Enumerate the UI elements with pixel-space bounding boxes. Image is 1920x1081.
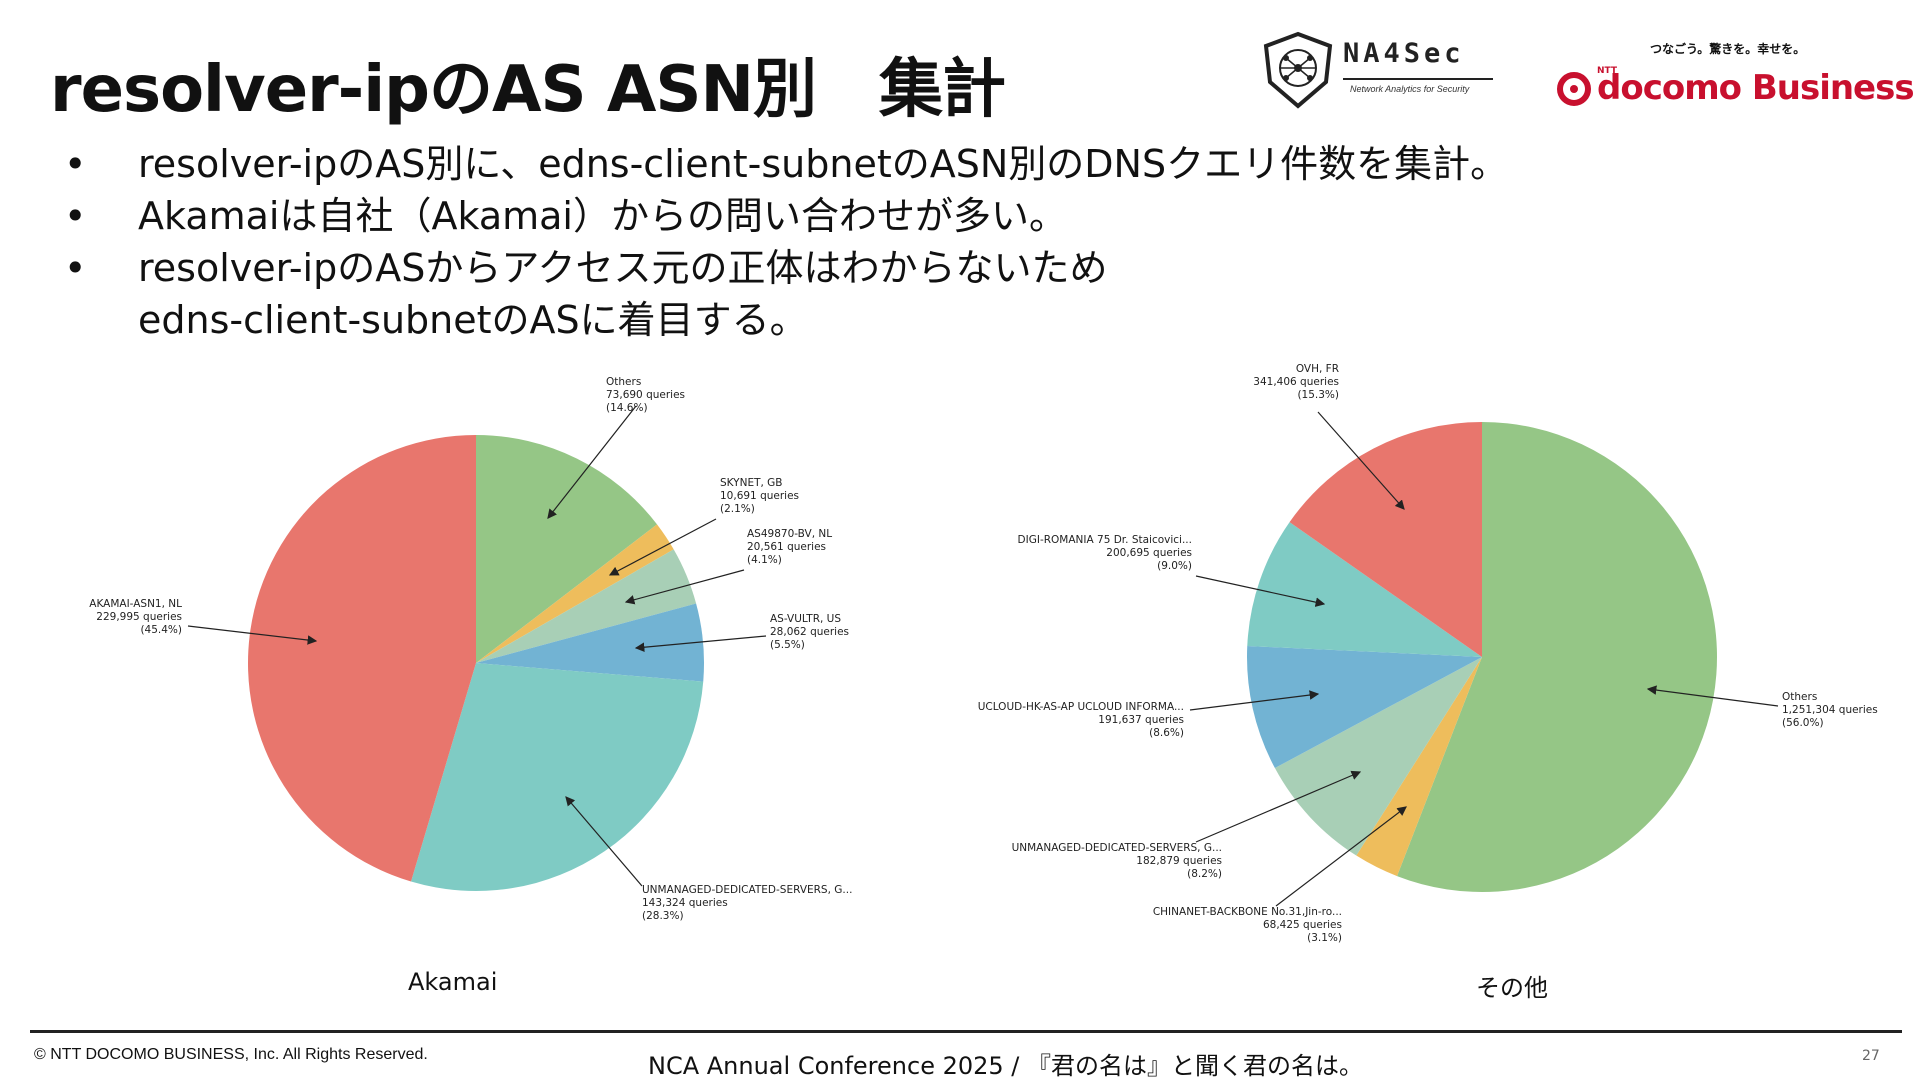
others-chart-caption: その他 (1476, 974, 1548, 1002)
akamai-label-leader-line (634, 635, 767, 653)
bullet-item: • resolver-ipのASからアクセス元の正体はわからないため edns-c… (64, 242, 1764, 346)
others-slice-label: UNMANAGED-DEDICATED-SERVERS, G... (1012, 842, 1222, 854)
others-slice-label: DIGI-ROMANIA 75 Dr. Staicovici... (1018, 534, 1192, 546)
others-slice-label: 200,695 queries (1106, 547, 1192, 559)
others-pie-slice (1289, 422, 1482, 657)
akamai-slice-label: Others (606, 376, 641, 388)
akamai-label-leader-line (187, 625, 318, 645)
bullet-text: resolver-ipのAS別に、edns-client-subnetのASN別… (138, 142, 1509, 186)
bullet-text: Akamaiは自社（Akamai）からの問い合わせが多い。 (138, 194, 1067, 238)
akamai-slice-label: 143,324 queries (642, 897, 728, 909)
bullet-text: resolver-ipのASからアクセス元の正体はわからないため edns-cl… (138, 246, 1108, 342)
akamai-slice-label: AKAMAI-ASN1, NL (89, 598, 182, 610)
akamai-slice-label: (14.6%) (606, 402, 648, 414)
akamai-slice-label: 20,561 queries (747, 541, 826, 553)
others-slice-label: (3.1%) (1307, 932, 1342, 944)
others-label-leader-line (1189, 690, 1320, 711)
others-label-leader-line (1317, 411, 1405, 510)
akamai-slice-label: UNMANAGED-DEDICATED-SERVERS, G... (642, 884, 852, 896)
docomo-business-logo: つなごう。驚きを。幸せを。 NTT docomo Business (1555, 40, 1915, 115)
page-number: 27 (1862, 1048, 1880, 1064)
akamai-slice-label: 73,690 queries (606, 389, 685, 401)
akamai-pie-slice (411, 663, 704, 891)
others-pie-slice (1247, 645, 1482, 769)
akamai-label-leader-line (565, 796, 643, 887)
akamai-slice-label: (28.3%) (642, 910, 684, 922)
akamai-label-leader-line (624, 569, 745, 605)
docomo-ring-icon (1557, 72, 1591, 106)
others-slice-label: CHINANET-BACKBONE No.31,Jin-ro... (1153, 906, 1342, 918)
others-pie-slice (1274, 657, 1482, 856)
akamai-slice-label: AS49870-BV, NL (747, 528, 832, 540)
others-pie-slice (1397, 422, 1717, 892)
akamai-pie-slice (476, 435, 658, 663)
akamai-label-leader-line (547, 405, 637, 519)
copyright-text: © NTT DOCOMO BUSINESS, Inc. All Rights R… (34, 1046, 428, 1063)
docomo-ntt-label: NTT (1597, 66, 1618, 76)
others-slice-label: 191,637 queries (1098, 714, 1184, 726)
others-label-leader-line (1275, 806, 1407, 907)
bullet-marker: • (64, 194, 87, 238)
others-slice-label: UCLOUD-HK-AS-AP UCLOUD INFORMA... (978, 701, 1184, 713)
others-slice-label: 1,251,304 queries (1782, 704, 1878, 716)
others-pie-slice (1247, 522, 1482, 657)
akamai-slice-label: SKYNET, GB (720, 477, 783, 489)
akamai-slice-label: (45.4%) (140, 624, 182, 636)
slide-title: resolver-ipのAS ASN別 集計 (50, 53, 1006, 127)
others-slice-label: OVH, FR (1296, 363, 1339, 375)
na4sec-divider (1343, 78, 1493, 80)
docomo-business-word: Business (1751, 68, 1915, 108)
docomo-name: docomo (1597, 68, 1742, 108)
others-slice-label: 182,879 queries (1136, 855, 1222, 867)
akamai-slice-label: (2.1%) (720, 503, 755, 515)
na4sec-name: NA4Sec (1343, 38, 1465, 69)
akamai-slice-label: 28,062 queries (770, 626, 849, 638)
others-slice-label: (8.2%) (1187, 868, 1222, 880)
akamai-slice-label: 229,995 queries (96, 611, 182, 623)
na4sec-logo: NA4Sec Network Analytics for Security (1258, 30, 1498, 110)
bullet-item: • Akamaiは自社（Akamai）からの問い合わせが多い。 (64, 190, 1764, 242)
akamai-pie-slice (476, 524, 674, 663)
akamai-pie-slice (476, 603, 704, 682)
others-slice-label: (15.3%) (1297, 389, 1339, 401)
others-slice-label: 341,406 queries (1253, 376, 1339, 388)
akamai-pie-slice (476, 549, 697, 663)
na4sec-tagline: Network Analytics for Security (1350, 84, 1470, 94)
akamai-slice-label: (5.5%) (770, 639, 805, 651)
others-slice-label: 68,425 queries (1263, 919, 1342, 931)
akamai-slice-label: 10,691 queries (720, 490, 799, 502)
others-slice-label: Others (1782, 691, 1817, 703)
others-label-leader-line (1195, 575, 1326, 607)
others-slice-label: (9.0%) (1157, 560, 1192, 572)
docomo-brand-name: docomo Business (1597, 68, 1915, 108)
bullet-list: • resolver-ipのAS別に、edns-client-subnetのASN… (64, 138, 1764, 346)
akamai-chart-caption: Akamai (408, 968, 498, 996)
bullet-item: • resolver-ipのAS別に、edns-client-subnetのASN… (64, 138, 1764, 190)
akamai-slice-label: (4.1%) (747, 554, 782, 566)
bullet-marker: • (64, 142, 87, 186)
others-label-leader-line (1195, 770, 1362, 843)
others-slice-label: (8.6%) (1149, 727, 1184, 739)
docomo-tagline: つなごう。驚きを。幸せを。 (1650, 42, 1806, 56)
others-label-leader-line (1646, 685, 1779, 707)
conference-title: NCA Annual Conference 2025 / 『君の名は』と聞く君の… (648, 1052, 1364, 1080)
akamai-pie-slice (248, 435, 476, 882)
bullet-marker: • (64, 246, 87, 290)
akamai-slice-label: AS-VULTR, US (770, 613, 841, 625)
akamai-label-leader-line (608, 518, 717, 576)
footer-divider (30, 1030, 1902, 1033)
others-slice-label: (56.0%) (1782, 717, 1824, 729)
na4sec-shield-icon (1263, 31, 1333, 109)
